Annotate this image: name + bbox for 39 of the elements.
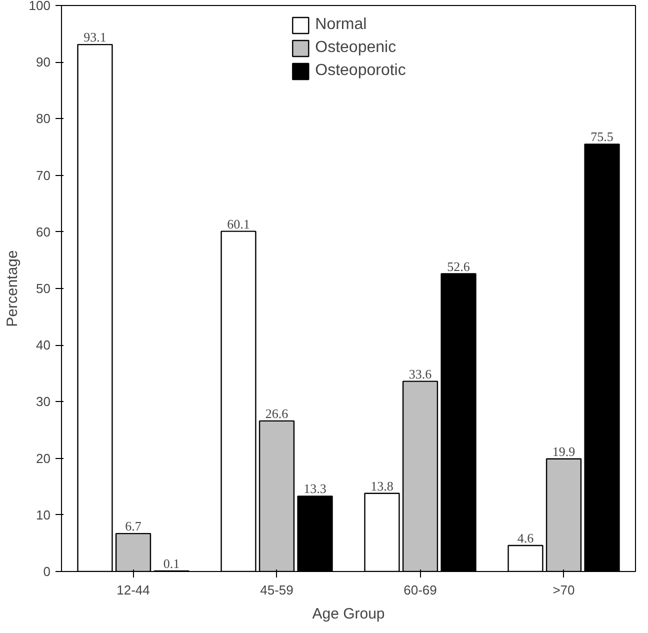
y-tick-label: 0: [43, 564, 51, 579]
data-label: 26.6: [265, 406, 289, 421]
legend-label: Osteoporotic: [315, 62, 406, 80]
data-label: 4.6: [517, 530, 534, 546]
bar: [508, 544, 544, 572]
x-tick-label: 60-69: [404, 582, 437, 598]
y-tick-label: 90: [36, 54, 51, 70]
bar: [220, 230, 256, 572]
data-label: 93.1: [84, 30, 106, 45]
x-axis-title: Age Group: [312, 606, 385, 622]
y-tick-label: 10: [36, 507, 51, 522]
x-tick-label: 12-44: [116, 582, 150, 598]
y-tick-label: 60: [36, 224, 51, 240]
legend-label: Normal: [315, 16, 367, 34]
y-tick-label: 70: [36, 168, 51, 183]
legend-label: Osteopenic: [315, 39, 396, 57]
x-tick-label: >70: [552, 582, 575, 598]
data-label: 0.1: [163, 556, 180, 571]
bar: [364, 492, 400, 572]
y-tick-label: 50: [36, 281, 51, 296]
x-tick-label: 45-59: [260, 582, 294, 598]
data-label: 19.9: [552, 444, 576, 459]
y-tick-label: 100: [28, 0, 51, 13]
y-tick-label: 40: [36, 338, 51, 353]
bar: [77, 44, 113, 572]
data-label: 52.6: [447, 258, 470, 274]
data-label: 13.8: [370, 478, 394, 494]
y-tick-label: 80: [36, 111, 51, 126]
bar: [440, 273, 476, 572]
data-label: 13.3: [304, 481, 326, 496]
y-axis-title: Percentage: [4, 250, 21, 327]
y-tick-label: 30: [36, 394, 51, 410]
bar: [584, 144, 620, 572]
data-label: 60.1: [227, 216, 250, 232]
bar: [297, 496, 333, 572]
data-label: 6.7: [125, 518, 142, 534]
y-tick-label: 20: [36, 450, 51, 466]
data-label: 75.5: [590, 129, 614, 144]
data-label: 33.6: [408, 366, 432, 382]
